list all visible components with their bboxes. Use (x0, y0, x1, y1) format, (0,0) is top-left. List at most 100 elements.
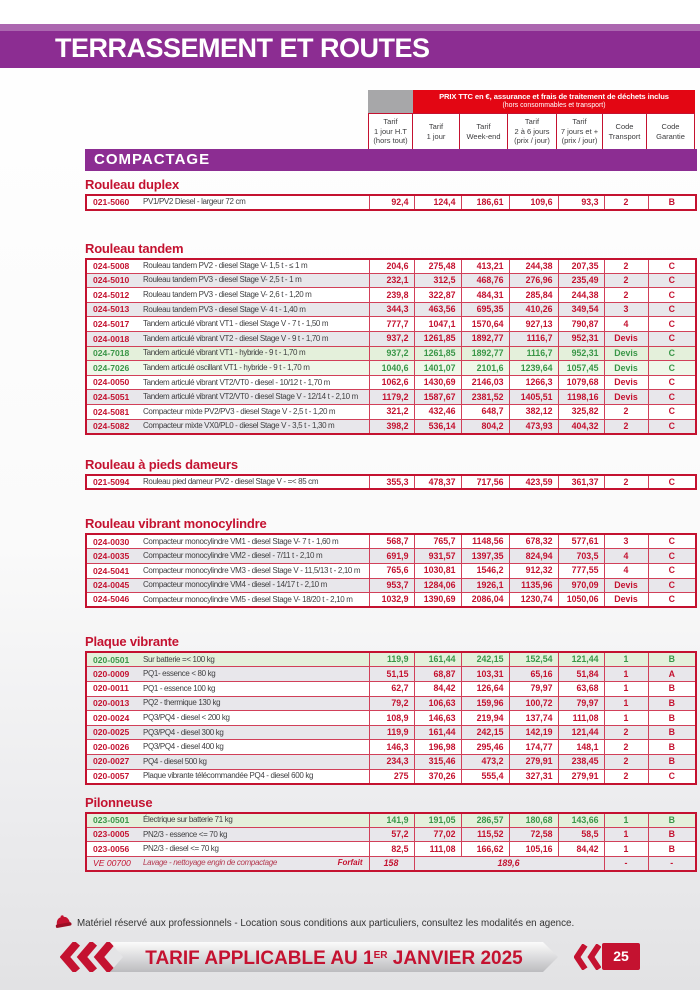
equipment-code: 020-0501 (93, 654, 130, 665)
price-table: 024-0030 Compacteur monocylindre VM1 - di… (85, 533, 697, 609)
price-cell: 952,31 (557, 345, 605, 362)
equipment-code: 023-0501 (93, 814, 130, 825)
price-cell: 1405,51 (508, 389, 559, 406)
forfait-label: Forfait (337, 858, 363, 868)
price-cell: 1397,35 (460, 548, 510, 564)
pricing-header-top: PRIX TTC en €, assurance et frais de tra… (368, 90, 695, 113)
code-cell: 021-5060 (85, 194, 136, 211)
warranty-code-cell: - (647, 855, 697, 872)
transport-code-cell: 2 (603, 474, 649, 490)
price-cell: 410,26 (508, 301, 559, 318)
price-cell: 468,76 (460, 272, 510, 289)
transport-code-cell: 4 (603, 548, 649, 564)
description-cell: Forfait Lavage - nettoyage engin de compa… (136, 855, 370, 872)
price-cell: 1047,1 (413, 316, 462, 333)
price-cell: 161,44 (413, 724, 462, 741)
price-cell: 1062,6 (368, 374, 415, 391)
table-row: 020-0501 Sur batterie =< 100 kg 119,9 161,4… (85, 651, 697, 668)
code-cell: 024-7018 (85, 345, 136, 362)
price-cell: 63,68 (557, 680, 605, 697)
column-header-line: Week-end (466, 131, 501, 141)
transport-code-cell: 2 (603, 272, 649, 289)
hard-hat-icon (55, 915, 72, 931)
warranty-code-cell: C (647, 389, 697, 406)
code-cell: 020-0025 (85, 724, 136, 741)
transport-code-cell: 2 (603, 404, 649, 420)
section: Pilonneuse 023-0501 Électrique sur batteri… (85, 795, 697, 872)
price-cell: 1148,56 (460, 533, 510, 550)
price-cell: 234,3 (368, 753, 415, 770)
equipment-description: Tandem articulé vibrant VT1 - diesel Sta… (143, 319, 329, 329)
price-cell: 158 (368, 855, 415, 872)
equipment-description: Rouleau tandem PV3 - diesel Stage V- 2,5… (143, 275, 302, 285)
price-cell: 2101,6 (460, 360, 510, 376)
price-conditions-line1: PRIX TTC en €, assurance et frais de tra… (439, 92, 669, 101)
price-cell: 186,61 (460, 194, 510, 211)
chevrons-left-icon (59, 940, 115, 977)
equipment-code: 021-5060 (93, 197, 130, 207)
price-cell: 1430,69 (413, 374, 462, 391)
price-cell: 648,7 (460, 404, 510, 420)
transport-code-cell: 2 (603, 287, 649, 303)
warranty-code-cell: B (647, 680, 697, 697)
transport-code-cell: 1 (603, 826, 649, 843)
price-cell: 51,84 (557, 666, 605, 682)
chevrons-right-icon (573, 943, 602, 975)
price-table: 024-5008 Rouleau tandem PV2 - diesel Stag… (85, 257, 697, 435)
price-cell: 970,09 (557, 577, 605, 594)
column-header-line: (prix / jour) (561, 136, 598, 146)
equipment-code: 024-7026 (93, 362, 130, 373)
equipment-description: Tandem articulé oscillant VT1 - hybride … (143, 363, 310, 373)
price-cell: 119,9 (368, 724, 415, 741)
price-cell: 1401,07 (413, 360, 462, 376)
equipment-code: 021-5094 (93, 476, 130, 487)
transport-code-cell: 1 (603, 651, 649, 668)
price-cell: 927,13 (508, 316, 559, 333)
price-cell: 242,15 (460, 651, 510, 668)
price-cell: 121,44 (557, 724, 605, 741)
table-row: 020-0026 PQ3/PQ4 - diesel 400 kg 146,3 196,… (85, 739, 697, 755)
column-header-line: 2 à 6 jours (514, 126, 550, 136)
transport-code-cell: 2 (603, 739, 649, 755)
price-cell: 57,2 (368, 826, 415, 843)
price-cell: 322,87 (413, 287, 462, 303)
column-header-line: Code (615, 122, 634, 132)
warranty-code-cell: B (647, 753, 697, 770)
price-cell: 121,44 (557, 651, 605, 668)
equipment-code: 020-0057 (93, 770, 130, 781)
equipment-description: PQ4 - diesel 500 kg (143, 756, 207, 766)
table-row: 021-5060 PV1/PV2 Diesel - largeur 72 cm 92… (85, 194, 697, 211)
transport-code-cell: 2 (603, 194, 649, 211)
price-cell: 2086,04 (460, 592, 510, 608)
column-header-line: Code (661, 122, 680, 132)
column-header-cell: Tarif 1 jour (413, 113, 460, 150)
equipment-code: 024-0050 (93, 377, 130, 388)
equipment-code: 024-5046 (93, 594, 130, 605)
price-table: 021-5094 Rouleau pied dameur PV2 - diesel… (85, 473, 697, 491)
footer-note-text: Matériel réservé aux professionnels - Lo… (77, 917, 575, 929)
column-header-line: 7 jours et + (560, 126, 599, 136)
description-cell: Rouleau tandem PV3 - diesel Stage V- 2,5… (136, 272, 370, 289)
price-cell: 1135,96 (508, 577, 559, 594)
table-row: 020-0024 PQ3/PQ4 - diesel < 200 kg 108,9 14… (85, 710, 697, 726)
section: Rouleau à pieds dameurs 021-5094 Rouleau p… (85, 457, 697, 491)
description-cell: Tandem articulé vibrant VT2 - diesel Sta… (136, 331, 370, 347)
equipment-description: PQ3/PQ4 - diesel 300 kg (143, 727, 224, 737)
price-cell: 235,49 (557, 272, 605, 289)
table-row: 024-5017 Tandem articulé vibrant VT1 - di… (85, 316, 697, 333)
equipment-code: 024-5010 (93, 275, 130, 286)
price-cell: 207,35 (557, 258, 605, 274)
transport-code-cell: 3 (603, 533, 649, 550)
transport-code-cell: Devis (603, 389, 649, 406)
price-cell: 275,48 (413, 258, 462, 274)
section: Plaque vibrante 020-0501 Sur batterie =< 1… (85, 634, 697, 785)
table-row: 024-0050 Tandem articulé vibrant VT2/VT0 … (85, 374, 697, 391)
price-cell: 432,46 (413, 404, 462, 420)
equipment-code: 024-5013 (93, 304, 130, 315)
equipment-description: Compacteur monocylindre VM3 - diesel Sta… (143, 565, 361, 575)
equipment-code: 024-0030 (93, 536, 130, 547)
transport-code-cell: 3 (603, 301, 649, 318)
price-cell: 79,97 (557, 695, 605, 712)
table-row: 023-0501 Électrique sur batterie 71 kg 141… (85, 812, 697, 828)
price-cell: 555,4 (460, 768, 510, 785)
